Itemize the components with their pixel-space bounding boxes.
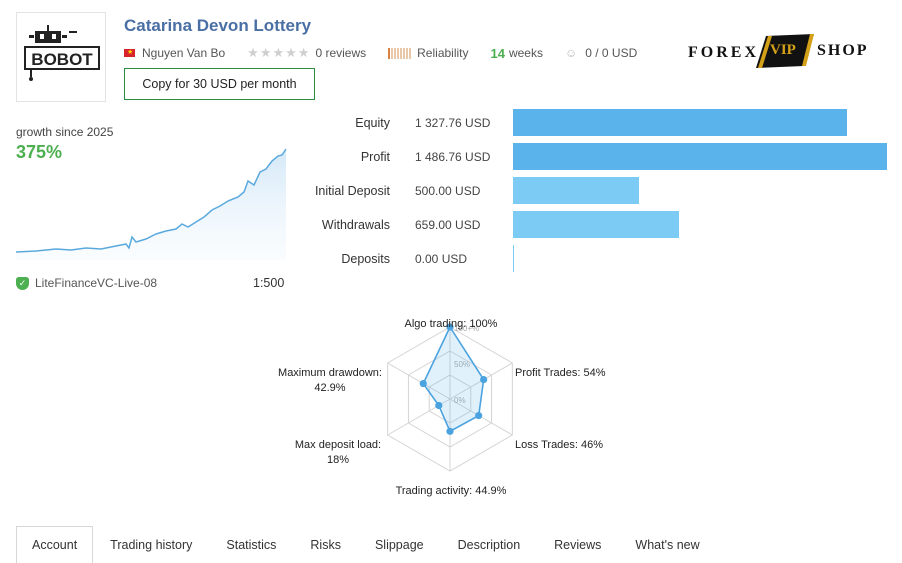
author-name[interactable]: Nguyen Van Bo [142, 46, 226, 60]
growth-value: 375% [16, 142, 63, 162]
tab-slippage[interactable]: Slippage [374, 537, 424, 552]
radar-value-shape [422, 325, 485, 433]
stat-bar-deposits [513, 245, 514, 272]
tab-reviews[interactable]: Reviews [554, 537, 602, 552]
stat-value-equity: 1 327.76 USD [415, 116, 491, 130]
stat-bar-equity [513, 109, 847, 136]
stat-value-initial-deposit: 500.00 USD [415, 184, 481, 198]
growth-label: growth since 2025 [16, 125, 114, 139]
stat-value-profit: 1 486.76 USD [415, 150, 491, 164]
vietnam-flag-icon [124, 48, 135, 58]
rating-stars-icon: ★★★★★ [247, 45, 311, 60]
tab-statistics[interactable]: Statistics [226, 537, 277, 552]
radar-point-2 [475, 411, 483, 420]
signal-title[interactable]: Catarina Devon Lottery [124, 16, 312, 35]
radar-label-algo-trading: Algo trading: 100% [404, 318, 498, 330]
brand-shop: SHOP [817, 42, 869, 59]
radar-label-max-deposit-load: Max deposit load: 18% [294, 439, 382, 466]
stat-label-withdrawals: Withdrawals [321, 218, 390, 232]
stat-bar-initial-deposit [513, 177, 639, 204]
radar-label-profit-trades: Profit Trades: 54% [515, 367, 606, 379]
stat-bar-profit [513, 143, 887, 170]
subscribers-value: 0 / 0 USD [585, 46, 638, 60]
signal-meta: Nguyen Van Bo ★★★★★ 0 reviews Reliabilit… [124, 45, 637, 61]
brand-vip: VIP [770, 42, 796, 58]
radar-point-1 [480, 375, 488, 384]
stat-value-withdrawals: 659.00 USD [415, 218, 481, 232]
copy-button[interactable]: Copy for 30 USD per month [124, 68, 315, 100]
radar-point-3 [446, 427, 454, 435]
weeks-count: 14 [490, 45, 505, 61]
radar-label-loss-trades: Loss Trades: 46% [515, 439, 604, 451]
vip-badge-icon [756, 34, 814, 68]
tab-trading-history[interactable]: Trading history [110, 537, 193, 552]
verified-shield-icon: ✓ [16, 276, 29, 290]
svg-text:BOBOT: BOBOT [31, 50, 93, 69]
stat-label-equity: Equity [355, 116, 390, 130]
stat-bar-withdrawals [513, 211, 679, 238]
reliability-icon [388, 47, 412, 59]
brand-forex: FOREX [688, 44, 759, 61]
risk-radar-chart: 100+% 50% 0% [387, 323, 513, 472]
broker-name[interactable]: LiteFinanceVC-Live-08 [35, 276, 158, 290]
radar-ring-label-2: 0% [454, 396, 466, 405]
radar-ring-label-1: 50% [454, 360, 470, 369]
leverage: 1:500 [253, 276, 285, 290]
broker-server[interactable]: ✓ LiteFinanceVC-Live-08 [16, 276, 157, 290]
robot-logo-icon: BOBOT [24, 25, 100, 81]
signal-logo: BOBOT [16, 12, 106, 102]
reviews-count[interactable]: 0 reviews [315, 46, 367, 60]
stat-label-profit: Profit [360, 150, 390, 164]
radar-label-max-drawdown: Maximum drawdown: 42.9% [278, 367, 382, 394]
radar-ring-label-0: 100+% [454, 324, 479, 333]
radar-label-trading-activity: Trading activity: 44.9% [395, 485, 507, 497]
tab-risks[interactable]: Risks [310, 537, 341, 552]
stat-label-deposits: Deposits [341, 252, 390, 266]
weeks-label: weeks [508, 46, 543, 60]
radar-axis-5 [387, 362, 451, 400]
radar-point-5 [419, 379, 427, 388]
subscribers-icon: ☺ [564, 46, 578, 60]
growth-chart[interactable] [16, 145, 288, 260]
radar-point-0 [446, 323, 454, 331]
stat-label-initial-deposit: Initial Deposit [314, 184, 390, 198]
tab-description[interactable]: Description [457, 537, 521, 552]
reliability-label: Reliability [417, 46, 469, 60]
forex-vip-shop-logo: FOREX VIP SHOP [688, 30, 873, 78]
tab-account[interactable]: Account [16, 526, 94, 563]
stat-value-deposits: 0.00 USD [415, 252, 468, 266]
tabs-bar: Account Trading history Statistics Risks… [16, 526, 886, 563]
tab-whats-new[interactable]: What's new [635, 537, 700, 552]
radar-point-4 [435, 401, 443, 410]
